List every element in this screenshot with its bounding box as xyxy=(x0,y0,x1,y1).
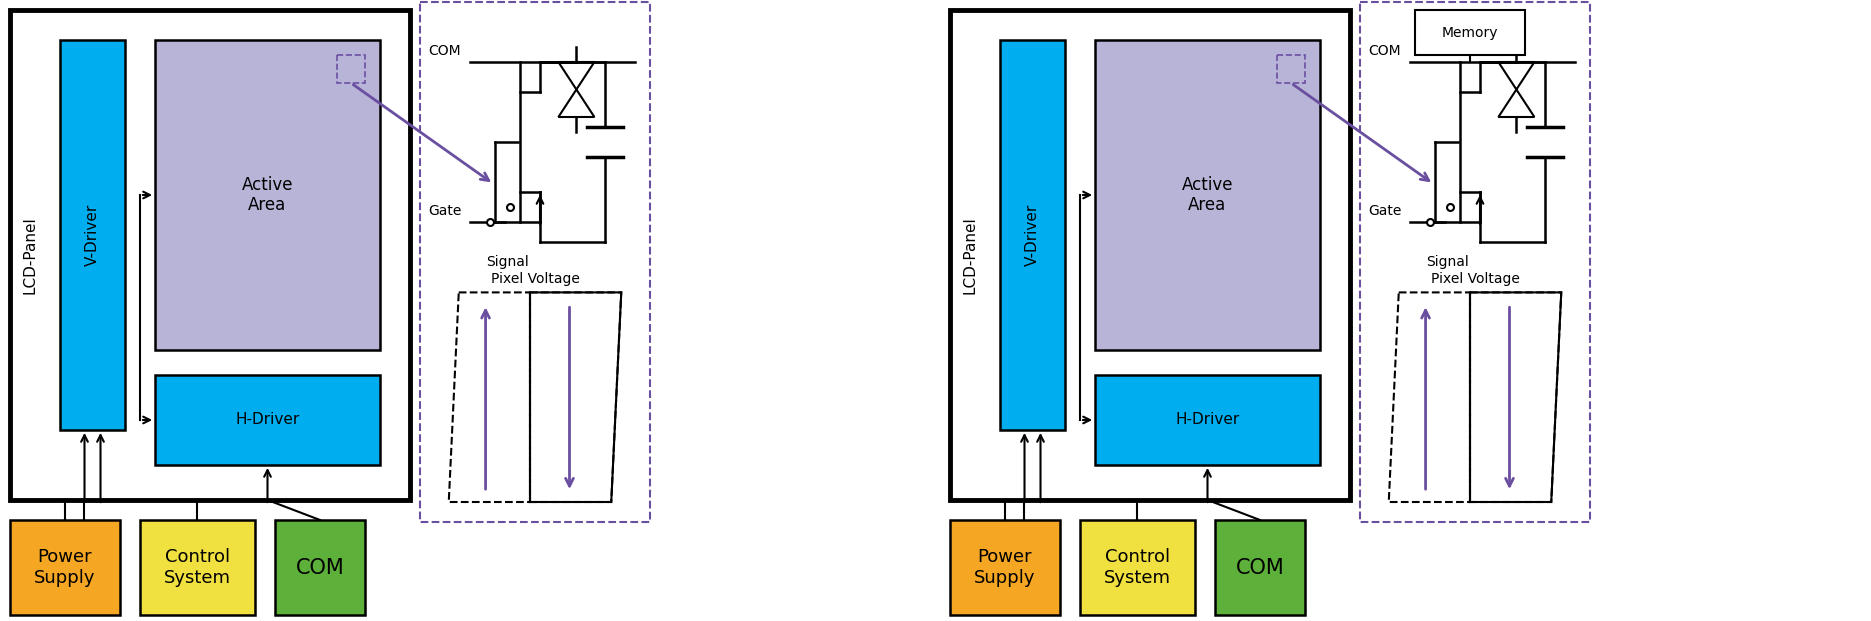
Bar xyxy=(1278,55,1304,83)
Bar xyxy=(1095,40,1321,350)
Text: Pixel Voltage: Pixel Voltage xyxy=(1431,273,1519,286)
Text: LCD-Panel: LCD-Panel xyxy=(22,216,37,294)
Text: Power
Supply: Power Supply xyxy=(975,548,1037,587)
Text: Control
System: Control System xyxy=(165,548,230,587)
Bar xyxy=(60,40,125,430)
Bar xyxy=(419,2,649,522)
Bar xyxy=(1080,520,1196,615)
Bar xyxy=(999,40,1065,430)
Bar xyxy=(1414,10,1525,55)
Text: COM: COM xyxy=(296,558,344,578)
Text: Memory: Memory xyxy=(1443,25,1499,40)
Text: H-Driver: H-Driver xyxy=(236,412,299,427)
Text: COM: COM xyxy=(1368,44,1401,58)
Bar xyxy=(155,375,380,465)
Text: Gate: Gate xyxy=(428,204,462,218)
Text: V-Driver: V-Driver xyxy=(1025,204,1040,266)
Text: V-Driver: V-Driver xyxy=(84,204,99,266)
Text: Pixel Voltage: Pixel Voltage xyxy=(490,273,580,286)
Bar xyxy=(1214,520,1304,615)
Bar xyxy=(9,520,120,615)
Bar xyxy=(140,520,254,615)
Text: Gate: Gate xyxy=(1368,204,1401,218)
Text: Control
System: Control System xyxy=(1104,548,1171,587)
Bar xyxy=(1360,2,1590,522)
Bar xyxy=(950,520,1061,615)
Bar xyxy=(155,40,380,350)
Bar xyxy=(337,55,365,83)
Text: Signal: Signal xyxy=(1426,255,1469,269)
Text: Power
Supply: Power Supply xyxy=(34,548,95,587)
Bar xyxy=(275,520,365,615)
Text: LCD-Panel: LCD-Panel xyxy=(962,216,977,294)
Text: Signal: Signal xyxy=(486,255,529,269)
Bar xyxy=(1095,375,1321,465)
Bar xyxy=(950,10,1351,500)
Text: COM: COM xyxy=(428,44,460,58)
Text: H-Driver: H-Driver xyxy=(1175,412,1240,427)
Text: COM: COM xyxy=(1235,558,1284,578)
Text: Active
Area: Active Area xyxy=(241,176,294,214)
Bar xyxy=(9,10,410,500)
Text: Active
Area: Active Area xyxy=(1182,176,1233,214)
